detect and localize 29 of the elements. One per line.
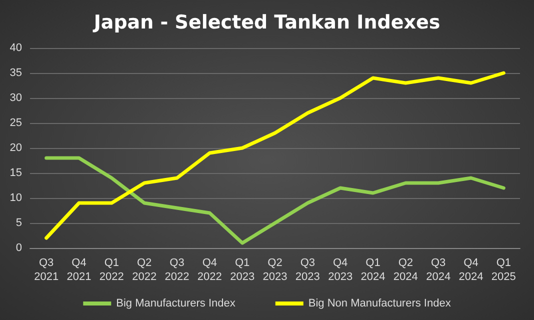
x-tick-label: Q1 2024 — [360, 257, 386, 283]
x-tick-label: Q4 2021 — [66, 257, 92, 283]
x-tick-label: Q3 2022 — [164, 257, 190, 283]
x-tick-label: Q2 2022 — [132, 257, 157, 283]
y-tick-label: 20 — [10, 142, 22, 154]
y-tick-label: 25 — [10, 117, 22, 129]
y-tick-label: 5 — [16, 217, 22, 229]
x-tick-label: Q1 2022 — [99, 257, 124, 283]
x-tick-label: Q1 2023 — [230, 257, 255, 283]
x-tick-label: Q2 2024 — [393, 257, 418, 283]
legend-label: Big Manufacturers Index — [116, 298, 236, 310]
legend-label: Big Non Manufacturers Index — [308, 298, 452, 310]
x-tick-label: Q3 2021 — [34, 257, 59, 283]
x-tick-label: Q2 2023 — [262, 257, 288, 283]
line-series — [44, 156, 506, 245]
x-tick-label: Q4 2022 — [197, 257, 222, 283]
x-tick-label: Q1 2025 — [491, 257, 516, 283]
x-tick-label: Q3 2023 — [295, 257, 320, 283]
y-tick-label: 0 — [16, 242, 22, 254]
y-tick-label: 35 — [10, 67, 22, 79]
line-series — [44, 71, 506, 240]
y-tick-label: 15 — [10, 167, 22, 179]
x-tick-label: Q4 2024 — [458, 257, 484, 283]
y-tick-label: 40 — [10, 42, 22, 54]
x-tick-label: Q3 2024 — [426, 257, 451, 283]
chart-title: Japan - Selected Tankan Indexes — [92, 12, 440, 34]
x-tick-label: Q4 2023 — [328, 257, 353, 283]
y-tick-label: 30 — [10, 92, 22, 104]
y-tick-label: 10 — [10, 192, 22, 204]
